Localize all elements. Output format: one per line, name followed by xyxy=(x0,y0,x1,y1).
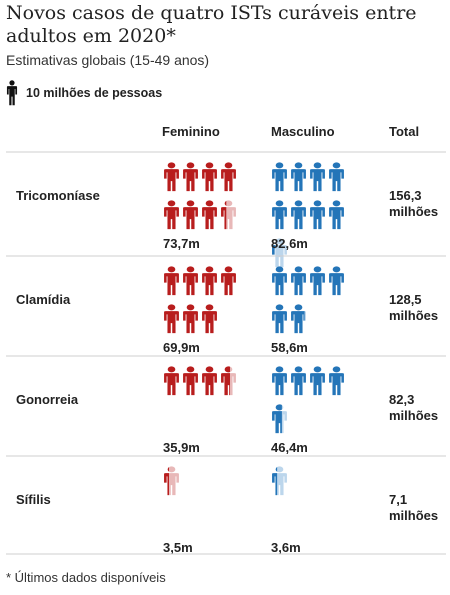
male-person-icon xyxy=(272,162,287,192)
total-unit-label: milhões xyxy=(389,508,438,523)
male-value-label: 58,6m xyxy=(271,340,308,355)
female-value-label: 73,7m xyxy=(163,236,200,251)
female-value-label: 69,9m xyxy=(163,340,200,355)
male-person-icon xyxy=(272,404,287,434)
female-person-icon xyxy=(164,266,179,296)
male-person-icon xyxy=(329,162,344,192)
male-value-label: 82,6m xyxy=(271,236,308,251)
female-person-icon xyxy=(202,162,217,192)
male-value-label: 46,4m xyxy=(271,440,308,455)
male-person-icon xyxy=(272,200,287,230)
total-unit-label: milhões xyxy=(389,204,438,219)
female-value-label: 35,9m xyxy=(163,440,200,455)
total-unit-label: milhões xyxy=(389,408,438,423)
male-person-icon xyxy=(272,304,287,334)
column-header-male: Masculino xyxy=(271,124,335,139)
male-person-icon xyxy=(310,162,325,192)
total-unit-label: milhões xyxy=(389,308,438,323)
male-person-icon xyxy=(329,366,344,396)
female-person-icon xyxy=(221,366,236,396)
category-label: Tricomoníase xyxy=(16,188,100,203)
footnote: * Últimos dados disponíveis xyxy=(6,570,166,585)
male-person-icon xyxy=(272,466,287,496)
female-person-icon xyxy=(183,366,198,396)
female-person-icon xyxy=(164,304,179,334)
male-person-icon xyxy=(310,366,325,396)
female-person-icon xyxy=(202,304,217,334)
female-person-icon xyxy=(183,304,198,334)
column-header-female: Feminino xyxy=(162,124,220,139)
female-person-icon xyxy=(221,266,236,296)
male-person-icon xyxy=(310,200,325,230)
female-person-icon xyxy=(221,200,236,230)
female-person-icon xyxy=(164,200,179,230)
total-value-label: 156,3 xyxy=(389,188,422,203)
total-value-label: 7,1 xyxy=(389,492,407,507)
male-person-icon xyxy=(310,266,325,296)
female-person-icon xyxy=(202,366,217,396)
female-person-icon xyxy=(183,266,198,296)
male-person-icon xyxy=(291,304,306,334)
category-label: Gonorreia xyxy=(16,392,79,407)
chart-title: Novos casos de quatro ISTs curáveis entr… xyxy=(6,2,417,47)
female-person-icon xyxy=(164,366,179,396)
female-person-icon xyxy=(202,200,217,230)
female-person-icon xyxy=(202,266,217,296)
chart-subtitle: Estimativas globais (15-49 anos) xyxy=(6,52,210,68)
male-person-icon xyxy=(291,200,306,230)
total-value-label: 128,5 xyxy=(389,292,422,307)
female-person-icon xyxy=(221,162,236,192)
legend: 10 milhões de pessoas xyxy=(6,80,162,106)
category-label: Clamídia xyxy=(16,292,71,307)
person-icon xyxy=(6,80,18,106)
female-person-icon xyxy=(183,200,198,230)
male-value-label: 3,6m xyxy=(271,540,301,555)
male-person-icon xyxy=(272,266,287,296)
female-person-icon xyxy=(183,162,198,192)
female-value-label: 3,5m xyxy=(163,540,193,555)
female-person-icon xyxy=(164,162,179,192)
male-person-icon xyxy=(329,200,344,230)
male-person-icon xyxy=(291,266,306,296)
male-person-icon xyxy=(272,366,287,396)
total-value-label: 82,3 xyxy=(389,392,414,407)
legend-label: 10 milhões de pessoas xyxy=(26,86,163,100)
category-label: Sífilis xyxy=(16,492,51,507)
column-header-total: Total xyxy=(389,124,420,139)
male-person-icon xyxy=(329,266,344,296)
male-person-icon xyxy=(291,366,306,396)
female-person-icon xyxy=(164,466,179,496)
male-person-icon xyxy=(291,162,306,192)
